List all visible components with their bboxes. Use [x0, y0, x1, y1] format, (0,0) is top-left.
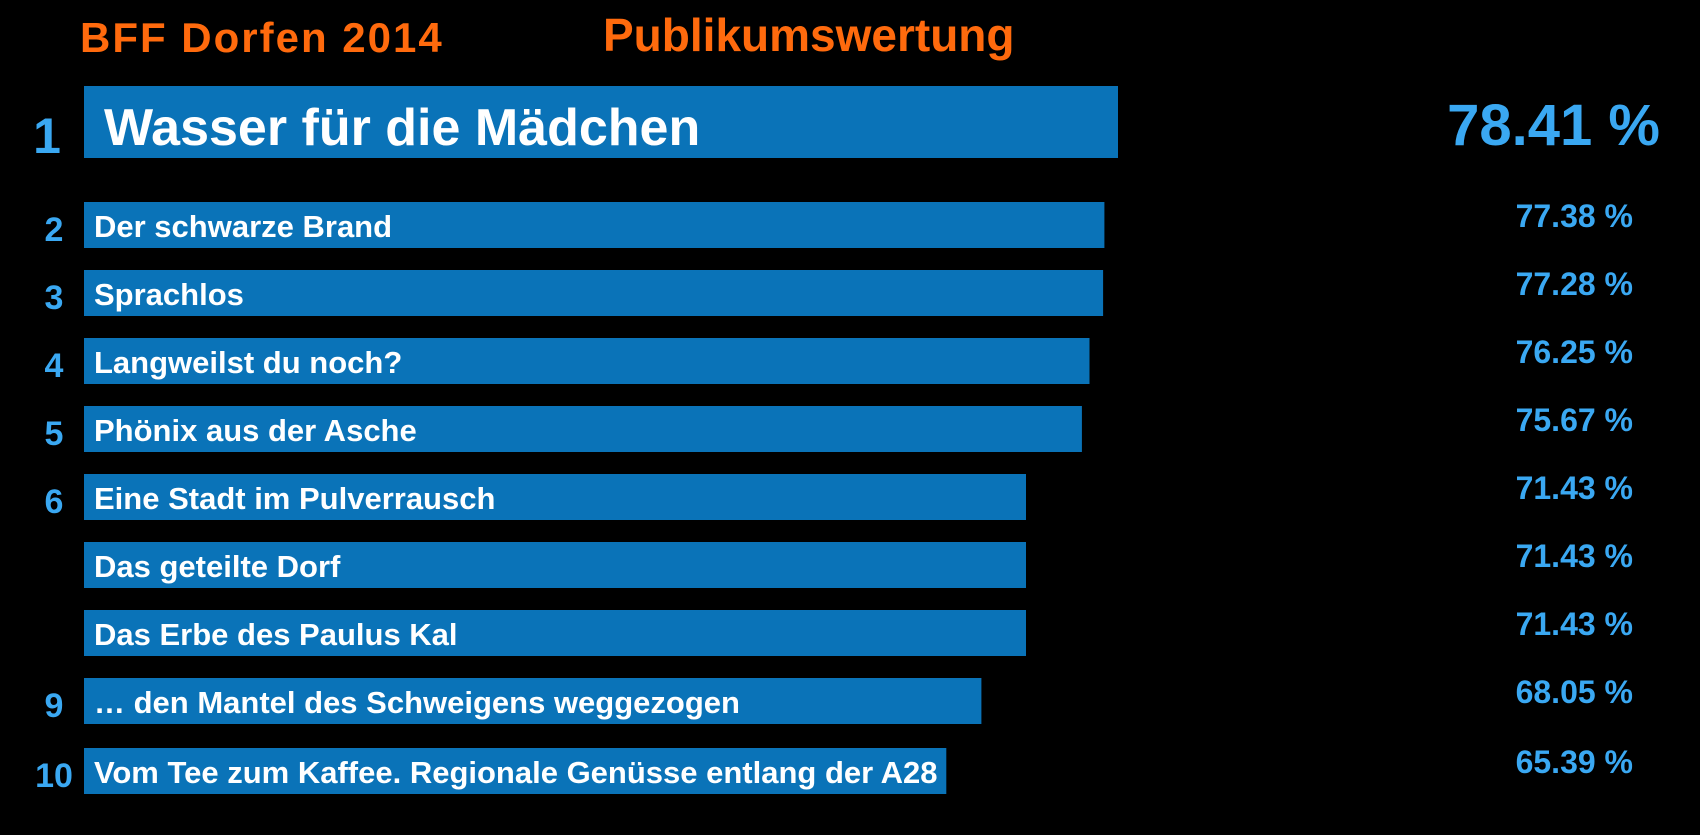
bar-10: [84, 748, 947, 794]
bar-3: [84, 270, 1104, 316]
category-label-10: Vom Tee zum Kaffee. Regionale Genüsse en…: [94, 755, 938, 790]
category-label-2: Der schwarze Brand: [94, 209, 392, 244]
value-label-4: 76.25 %: [1516, 334, 1633, 370]
rank-label-1: 1: [33, 108, 61, 164]
value-label-2: 77.38 %: [1516, 198, 1633, 234]
category-label-4: Langweilst du noch?: [94, 345, 402, 380]
category-label-5: Phönix aus der Asche: [94, 413, 417, 448]
rank-label-9: 9: [45, 687, 64, 725]
chart-title: Publikumswertung: [603, 9, 1015, 61]
value-label-5: 75.67 %: [1516, 402, 1633, 438]
value-label-10: 65.39 %: [1516, 744, 1633, 780]
value-label-3: 77.28 %: [1516, 266, 1633, 302]
bar-6: [84, 474, 1026, 520]
value-label-1: 78.41 %: [1447, 93, 1660, 158]
bar-1: [84, 86, 1118, 158]
bar-4: [84, 338, 1090, 384]
bar-2: [84, 202, 1105, 248]
category-label-3: Sprachlos: [94, 277, 244, 312]
category-label-9: … den Mantel des Schweigens weggezogen: [94, 685, 740, 720]
value-label-8: 71.43 %: [1516, 606, 1633, 642]
bar-5: [84, 406, 1082, 452]
rank-label-10: 10: [35, 757, 73, 795]
bar-8: [84, 610, 1026, 656]
event-title: BFF Dorfen 2014: [80, 14, 444, 61]
bar-7: [84, 542, 1026, 588]
bar-9: [84, 678, 982, 724]
category-label-7: Das geteilte Dorf: [94, 549, 341, 584]
value-label-6: 71.43 %: [1516, 470, 1633, 506]
rank-label-5: 5: [45, 415, 64, 453]
rank-label-3: 3: [45, 279, 64, 317]
value-label-7: 71.43 %: [1516, 538, 1633, 574]
category-label-8: Das Erbe des Paulus Kal: [94, 617, 458, 652]
category-label-6: Eine Stadt im Pulverrausch: [94, 481, 495, 516]
rank-label-4: 4: [45, 347, 64, 385]
rank-label-6: 6: [45, 483, 64, 521]
value-label-9: 68.05 %: [1516, 674, 1633, 710]
rank-label-2: 2: [45, 211, 64, 249]
category-label-1: Wasser für die Mädchen: [104, 99, 700, 157]
